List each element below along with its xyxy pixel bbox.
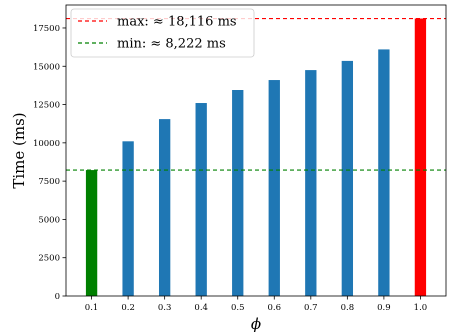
x-tick-label: 0.1 [85, 303, 99, 313]
y-tick-label: 17500 [33, 24, 60, 34]
x-tick-label: 0.8 [341, 303, 355, 313]
x-axis: 0.1 0.2 0.3 0.4 0.5 0.6 0.7 0.8 0.9 1.0 [85, 296, 427, 313]
bar-1.0 [414, 18, 427, 297]
y-tick-label: 0 [55, 292, 60, 302]
bar-0.5 [232, 90, 244, 297]
x-axis-title: ϕ [251, 315, 261, 333]
bar-0.2 [122, 141, 134, 296]
bar-0.8 [341, 60, 354, 296]
x-tick-label: 0.9 [377, 303, 391, 313]
x-tick-label: 0.6 [268, 303, 282, 313]
legend: max: ≈ 18,116 ms min: ≈ 8,222 ms [70, 8, 255, 58]
x-tick-label: 0.7 [304, 303, 318, 313]
bar-0.3 [158, 119, 171, 296]
y-tick-label: 7500 [38, 177, 60, 187]
y-axis: 0 2500 5000 7500 10000 12500 15000 17500 [33, 24, 66, 302]
y-tick-label: 15000 [33, 62, 60, 72]
legend-label-min: min: ≈ 8,222 ms [117, 37, 226, 52]
bars-layer [85, 18, 427, 297]
x-tick-label: 0.4 [194, 303, 208, 313]
x-tick-label: 0.5 [231, 303, 245, 313]
bar-0.4 [195, 103, 207, 296]
y-tick-label: 12500 [33, 101, 60, 111]
bar-0.9 [378, 49, 390, 297]
x-tick-label: 0.3 [158, 303, 172, 313]
legend-box [70, 8, 255, 58]
plot-frame [65, 4, 447, 297]
y-tick-label: 5000 [38, 215, 60, 225]
y-tick-label: 2500 [38, 254, 60, 264]
y-tick-label: 10000 [33, 139, 60, 149]
bar-0.1 [85, 170, 98, 296]
y-axis-title: Time (ms) [10, 112, 28, 188]
legend-label-max: max: ≈ 18,116 ms [117, 15, 237, 30]
bar-0.6 [268, 80, 280, 297]
x-tick-label: 1.0 [414, 303, 428, 313]
x-tick-label: 0.2 [121, 303, 135, 313]
bar-0.7 [305, 70, 317, 296]
